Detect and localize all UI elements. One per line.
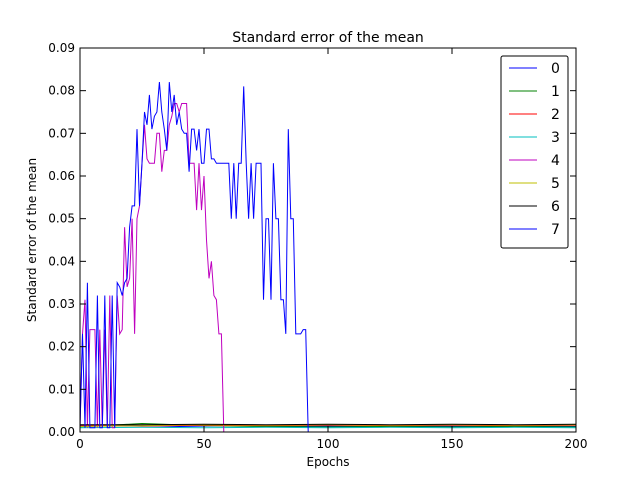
y-tick-label: 0.01 <box>48 382 75 396</box>
legend-box <box>500 55 569 249</box>
legend-label-3: 3 <box>551 130 560 146</box>
chart-title: Standard error of the mean <box>232 30 424 46</box>
legend-label-1: 1 <box>551 84 560 100</box>
legend-label-7: 7 <box>551 222 560 238</box>
x-tick-label: 0 <box>76 437 84 451</box>
y-tick-label: 0.02 <box>48 340 75 354</box>
x-axis-label: Epochs <box>307 455 350 469</box>
x-tick-label: 50 <box>196 437 211 451</box>
y-tick-label: 0.09 <box>48 41 75 55</box>
y-tick-label: 0.07 <box>48 126 75 140</box>
series-line-7 <box>79 82 309 433</box>
legend: 0 1 2 3 4 5 6 7 <box>500 55 569 249</box>
x-tick-label: 100 <box>317 437 340 451</box>
y-axis-label: Standard error of the mean <box>25 158 39 322</box>
legend-label-4: 4 <box>551 153 560 169</box>
legend-label-6: 6 <box>551 199 560 215</box>
tick-layer: 0 50 100 150 2000.000.010.020.030.040.050.06… <box>48 41 587 451</box>
legend-label-5: 5 <box>551 176 560 192</box>
legend-label-2: 2 <box>551 107 560 123</box>
y-tick-label: 0.04 <box>48 254 75 268</box>
series-line-4 <box>79 103 225 433</box>
y-tick-label: 0.06 <box>48 169 75 183</box>
y-tick-label: 0.00 <box>48 425 75 439</box>
y-tick-label: 0.03 <box>48 297 75 311</box>
y-tick-label: 0.08 <box>48 84 75 98</box>
y-tick-label: 0.05 <box>48 212 75 226</box>
x-tick-label: 200 <box>565 437 588 451</box>
legend-label-0: 0 <box>551 61 560 77</box>
x-tick-label: 150 <box>441 437 464 451</box>
